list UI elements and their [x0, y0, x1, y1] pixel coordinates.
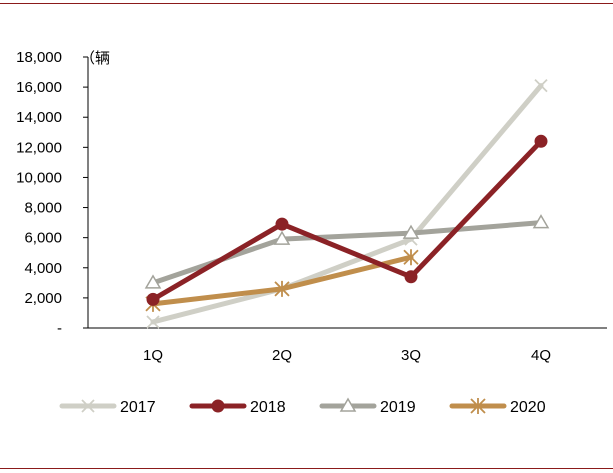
y-tick-label: 8,000	[24, 200, 62, 217]
legend-marker-2020	[470, 398, 486, 414]
y-tick-label: 10,000	[16, 169, 62, 186]
series-group	[144, 78, 550, 329]
data-point-2019	[273, 230, 291, 245]
data-point-2017	[534, 78, 548, 93]
series-line-2020	[150, 254, 414, 307]
series-line-2018	[150, 138, 544, 302]
data-point-2020	[403, 249, 419, 266]
y-tick-label: 4,000	[24, 260, 62, 277]
x-tick-label: 2Q	[272, 347, 292, 364]
y-tick-label: 14,000	[16, 109, 62, 126]
y-tick-label: 16,000	[16, 79, 62, 96]
legend: 2017 2018 2019 2020	[59, 397, 546, 416]
data-point-2017	[146, 315, 160, 329]
data-point-2018	[404, 270, 418, 284]
top-rule	[0, 3, 613, 4]
legend-item-2017: 2017	[59, 399, 156, 416]
x-tick-label: 4Q	[531, 347, 551, 364]
data-point-2019	[144, 274, 162, 289]
chart-axes	[87, 57, 607, 329]
x-tick-label: 3Q	[401, 347, 421, 364]
bottom-rule	[0, 468, 613, 469]
y-tick-label: -	[57, 320, 62, 337]
y-tick-label: 2,000	[24, 290, 62, 307]
y-tick-label: 12,000	[16, 139, 62, 156]
legend-label: 2018	[250, 399, 286, 416]
legend-label: 2020	[510, 399, 546, 416]
data-point-2019	[532, 214, 550, 229]
y-unit-label: （辆	[80, 49, 110, 67]
legend-item-2019: 2019	[319, 397, 416, 416]
y-tick-label: 18,000	[16, 49, 62, 66]
legend-label: 2017	[120, 399, 156, 416]
data-point-2020	[274, 280, 290, 297]
legend-marker-2017	[81, 399, 95, 413]
legend-marker-2019	[339, 397, 357, 412]
legend-marker-2018	[211, 399, 225, 413]
y-tick-label: 6,000	[24, 230, 62, 247]
series-2017	[146, 78, 548, 329]
data-point-2018	[275, 217, 289, 231]
x-tick-label: 1Q	[143, 347, 163, 364]
y-ticks: - 2,000 4,000 6,000 8,000 10,000 12,000 14,000 1…	[16, 49, 88, 337]
series-line-2017	[150, 83, 544, 325]
data-point-2018	[146, 292, 160, 306]
series-2018	[146, 134, 548, 306]
x-ticks: 1Q 2Q 3Q 4Q	[143, 347, 551, 364]
data-point-2019	[402, 224, 420, 239]
legend-item-2018: 2018	[189, 399, 286, 416]
legend-item-2020: 2020	[449, 398, 546, 416]
legend-label: 2019	[380, 399, 416, 416]
data-point-2018	[534, 134, 548, 148]
